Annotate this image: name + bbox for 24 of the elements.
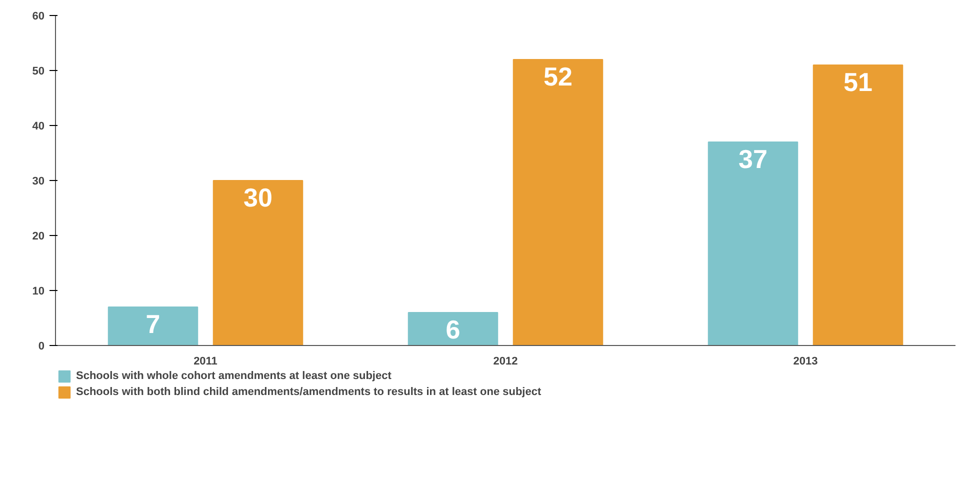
bar xyxy=(408,312,498,346)
x-tick-label: 2013 xyxy=(793,356,818,368)
y-tick-label: 20 xyxy=(32,230,45,242)
legend-label: Schools with both blind child amendments/amendments to results in at least one subject xyxy=(76,385,542,399)
data-label: 30 xyxy=(244,182,272,212)
bar xyxy=(108,306,198,346)
x-tick-label: 2011 xyxy=(194,356,218,368)
bar xyxy=(212,180,304,346)
y-tick-label: 30 xyxy=(32,176,45,188)
data-label: 51 xyxy=(844,67,872,97)
y-tick-label: 50 xyxy=(32,66,45,78)
y-tick-label: 10 xyxy=(32,286,45,298)
data-label: 37 xyxy=(738,144,768,174)
x-tick-label: 2012 xyxy=(493,356,518,368)
bar xyxy=(708,142,798,346)
bar xyxy=(512,59,604,346)
legend-label: Schools with whole cohort amendments at least one subject xyxy=(76,369,392,383)
y-tick-label: 60 xyxy=(32,10,45,22)
bar xyxy=(812,64,904,346)
data-label: 52 xyxy=(544,62,572,92)
y-tick-label: 40 xyxy=(32,120,45,132)
y-tick-label: 0 xyxy=(38,340,45,352)
data-label: 7 xyxy=(146,309,160,339)
data-label: 6 xyxy=(446,314,460,344)
